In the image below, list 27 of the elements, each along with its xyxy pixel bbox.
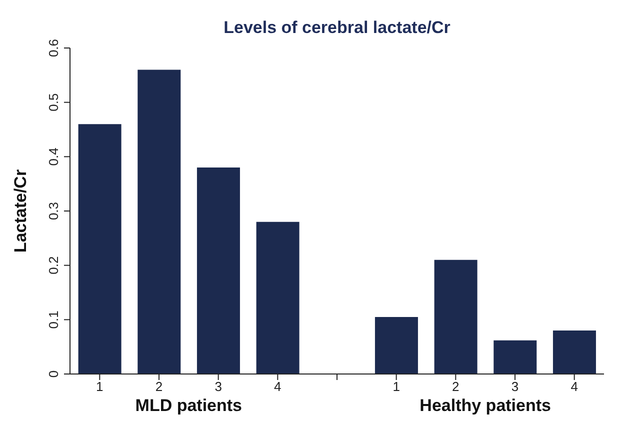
x-tick-label: 4	[570, 379, 578, 394]
y-tick-label: 0	[46, 370, 61, 378]
text: MLD patients	[134, 396, 244, 416]
text: Healthy patients	[418, 396, 552, 416]
bar	[494, 340, 537, 374]
y-axis-title: Lactate/Cr	[11, 169, 30, 253]
bar	[78, 124, 122, 374]
bar	[374, 316, 418, 374]
bar	[552, 330, 596, 374]
chart-title: Levels of cerebral lactate/Cr	[222, 18, 452, 38]
x-tick-label: 3	[511, 379, 519, 394]
x-tick-label: 2	[452, 379, 460, 394]
y-tick-label: 0.5	[46, 93, 61, 112]
bar	[256, 222, 300, 374]
x-tick-label: 4	[274, 379, 282, 394]
bar	[434, 260, 478, 374]
x-tick-label: 2	[155, 379, 163, 394]
bar	[196, 168, 240, 374]
bar	[138, 70, 181, 374]
y-tick-label: 0.3	[46, 202, 61, 220]
y-tick-label: 0.6	[46, 38, 61, 58]
x-tick-label: 3	[214, 379, 222, 394]
y-tick-label: 0.4	[46, 148, 61, 166]
x-tick-label: 1	[392, 379, 400, 394]
x-tick-label: 1	[96, 379, 104, 394]
y-tick-label: 0.1	[46, 310, 61, 329]
y-tick-label: 0.2	[46, 256, 61, 274]
